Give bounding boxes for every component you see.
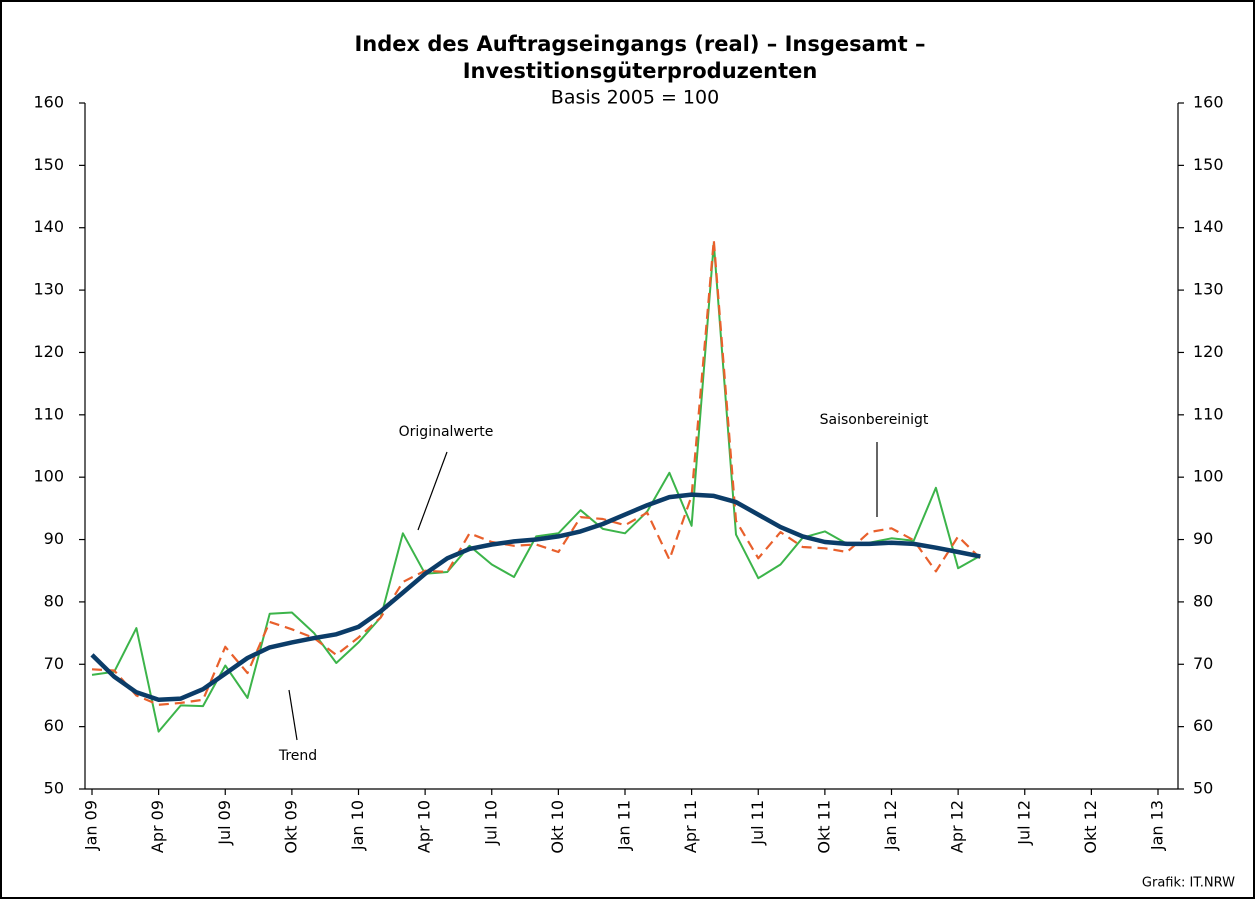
- x-tick-label: Apr 11: [681, 800, 700, 853]
- x-tick-label: Apr 12: [948, 800, 967, 853]
- x-tick-label: Okt 11: [814, 800, 833, 854]
- annotation: Saisonbereinigt: [820, 412, 929, 428]
- y2-tick-label: 60: [1193, 716, 1213, 735]
- y-tick-label: 50: [44, 779, 64, 798]
- y2-tick-label: 140: [1193, 217, 1224, 236]
- x-tick-label: Jan 13: [1148, 800, 1167, 851]
- y-tick-label: 80: [44, 591, 64, 610]
- y-tick-label: 90: [44, 529, 64, 548]
- y-tick-label: 70: [44, 654, 64, 673]
- source: Grafik: IT.NRW: [1142, 876, 1235, 891]
- chart-title: Index des Auftragseingangs (real) – Insg…: [354, 32, 925, 56]
- y-tick-label: 160: [33, 93, 64, 112]
- series-line: [90, 492, 981, 703]
- x-tick-label: Apr 09: [148, 800, 167, 853]
- x-tick-label: Okt 09: [281, 800, 300, 854]
- x-tick-label: Jan 12: [881, 800, 900, 851]
- y-tick-label: 100: [33, 467, 64, 486]
- y2-tick-label: 150: [1193, 155, 1224, 174]
- x-tick-label: Jul 10: [481, 800, 500, 846]
- y-tick-label: 120: [33, 342, 64, 361]
- x-tick-label: Jul 12: [1014, 800, 1033, 846]
- annotation: Originalwerte: [399, 424, 494, 440]
- y-tick-label: 150: [33, 155, 64, 174]
- x-tick-label: Jul 11: [748, 800, 767, 846]
- y-tick-label: 110: [33, 404, 64, 423]
- y2-tick-label: 70: [1193, 654, 1213, 673]
- x-tick-label: Okt 12: [1081, 800, 1100, 854]
- x-tick-label: Apr 10: [415, 800, 434, 853]
- y2-tick-label: 130: [1193, 280, 1224, 299]
- y-tick-label: 130: [33, 280, 64, 299]
- leader-line: [417, 451, 448, 531]
- chart-subtitle: Basis 2005 = 100: [551, 87, 719, 109]
- x-tick-label: Jan 09: [82, 800, 101, 851]
- y2-tick-label: 110: [1193, 404, 1224, 423]
- y2-tick-label: 80: [1193, 591, 1213, 610]
- x-tick-label: Jan 11: [615, 800, 634, 851]
- y2-tick-label: 100: [1193, 467, 1224, 486]
- y2-tick-label: 160: [1193, 93, 1224, 112]
- series-line: [91, 242, 981, 733]
- y2-tick-label: 120: [1193, 342, 1224, 361]
- y-tick-label: 140: [33, 217, 64, 236]
- chart-title: Investitionsgüterproduzenten: [463, 59, 818, 83]
- x-tick-label: Okt 10: [548, 800, 567, 854]
- leader-line: [288, 689, 298, 741]
- y2-tick-label: 90: [1193, 529, 1213, 548]
- annotation: Trend: [278, 748, 317, 764]
- y-tick-label: 60: [44, 716, 64, 735]
- x-tick-label: Jul 09: [215, 800, 234, 846]
- y2-tick-label: 50: [1193, 779, 1213, 798]
- x-tick-label: Jan 10: [348, 800, 367, 851]
